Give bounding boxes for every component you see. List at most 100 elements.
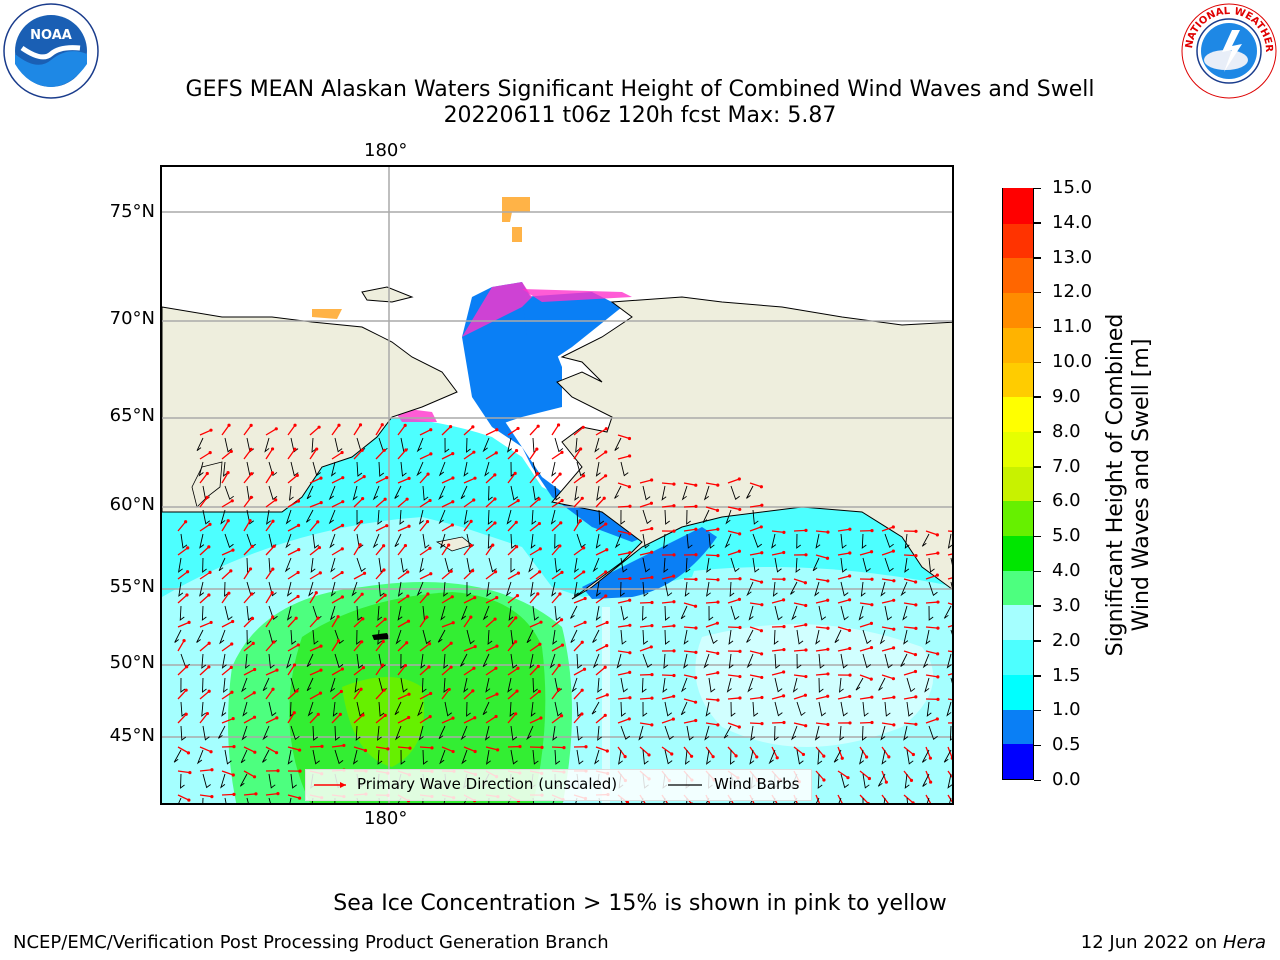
wind-barb: [685, 557, 691, 573]
wind-barb: [661, 485, 667, 501]
wave-direction-arrowhead: [295, 473, 299, 478]
wind-barb: [554, 605, 561, 621]
wave-direction-arrow: [177, 640, 185, 652]
wind-barb: [703, 485, 710, 501]
wind-barb: [440, 605, 446, 621]
wave-direction-arrow: [243, 692, 255, 700]
wind-barb: [377, 629, 383, 645]
wind-barb: [395, 725, 402, 741]
wave-direction-arrow: [793, 578, 806, 584]
wave-direction-arrowhead: [804, 724, 808, 728]
wave-direction-arrowhead: [342, 743, 346, 748]
wave-direction-arrow: [375, 689, 385, 700]
wave-direction-arrowhead: [672, 553, 676, 557]
wind-barb: [443, 581, 449, 597]
wave-direction-arrowhead: [473, 716, 477, 720]
wind-barb: [486, 749, 491, 765]
wave-direction-arrowhead: [341, 476, 345, 480]
wave-direction-arrow: [331, 744, 344, 748]
wind-barb: [178, 797, 182, 803]
wind-barb: [594, 749, 600, 765]
wave-direction-arrow: [331, 640, 340, 652]
wave-direction-arrow: [331, 668, 343, 676]
wave-direction-arrow: [463, 645, 476, 652]
wave-direction-arrowhead: [270, 471, 275, 475]
wave-direction-arrowhead: [514, 712, 518, 716]
dateline-seam: [602, 607, 610, 803]
wave-direction-arrow: [463, 545, 472, 556]
colorbar-tick-label: 13.0: [1052, 246, 1093, 268]
wave-direction-arrow: [529, 523, 540, 532]
wave-direction-arrow: [815, 695, 828, 700]
wind-barb: [796, 533, 802, 549]
wind-barb: [463, 797, 468, 803]
colorbar-tick-label: 14.0: [1052, 211, 1093, 233]
wave-direction-arrow: [397, 571, 409, 580]
wind-barb: [311, 797, 314, 803]
wave-direction-arrow: [177, 621, 190, 628]
wind-barb: [620, 581, 625, 597]
wind-barb: [729, 797, 732, 803]
wave-direction-arrow: [287, 571, 299, 580]
wind-barb: [443, 653, 449, 669]
wave-direction-arrowhead: [494, 714, 498, 719]
wind-barb: [947, 773, 952, 789]
wind-barb: [752, 701, 759, 717]
wave-direction-arrowhead: [716, 651, 720, 655]
wind-barb: [839, 725, 845, 741]
wave-direction-arrow: [221, 570, 232, 580]
wave-direction-arrowhead: [583, 596, 587, 601]
wind-barb: [576, 725, 583, 741]
wind-barb: [642, 557, 651, 573]
wave-direction-arrowhead: [251, 641, 255, 645]
wave-direction-arrow: [309, 692, 321, 700]
wave-direction-arrowhead: [318, 691, 323, 695]
wave-direction-arrowhead: [760, 652, 764, 656]
wave-direction-arrow: [705, 528, 718, 532]
wind-barb: [506, 509, 512, 525]
wave-direction-arrowhead: [447, 687, 451, 692]
wind-barb: [312, 461, 321, 477]
wind-barb: [487, 509, 493, 525]
wind-barb: [928, 725, 938, 740]
wave-direction-arrow: [309, 426, 320, 436]
wave-direction-arrowhead: [909, 778, 914, 783]
wave-direction-arrow: [903, 554, 917, 557]
wave-direction-arrowhead: [317, 545, 322, 550]
wave-direction-arrowhead: [689, 754, 694, 758]
wind-barb: [532, 677, 538, 693]
wave-direction-arrowhead: [935, 573, 939, 577]
wave-direction-arrowhead: [230, 499, 234, 503]
wave-direction-arrowhead: [801, 752, 806, 757]
wind-barb: [855, 677, 864, 691]
wave-direction-arrowhead: [493, 521, 497, 525]
wave-direction-arrowhead: [716, 554, 720, 558]
wave-direction-arrowhead: [846, 776, 850, 780]
wave-direction-arrow: [859, 551, 872, 556]
wave-direction-arrow: [639, 722, 652, 726]
lon-label-top: 180°: [364, 140, 408, 161]
wave-direction-arrowhead: [738, 674, 742, 679]
wave-direction-arrow: [419, 499, 431, 508]
wave-direction-arrow: [705, 672, 718, 676]
wind-barb: [222, 461, 228, 477]
wave-direction-arrowhead: [560, 498, 564, 503]
wave-direction-arrowhead: [358, 543, 362, 547]
wind-barb: [290, 461, 299, 477]
colorbar-tick-mark: [1034, 187, 1041, 189]
wave-direction-arrowhead: [602, 496, 606, 500]
wave-direction-arrowhead: [650, 478, 654, 482]
wave-direction-arrow: [397, 642, 408, 652]
wave-direction-arrowhead: [274, 751, 279, 755]
wave-direction-arrowhead: [493, 570, 498, 574]
wave-direction-arrowhead: [760, 722, 764, 726]
wave-direction-arrowhead: [292, 663, 297, 667]
wave-direction-arrow: [639, 646, 652, 652]
wave-direction-arrowhead: [428, 714, 432, 719]
wave-direction-arrow: [507, 521, 517, 532]
wave-direction-arrowhead: [249, 472, 254, 476]
wave-direction-arrowhead: [184, 688, 188, 692]
wave-direction-arrow: [617, 718, 630, 724]
wave-direction-arrow: [419, 643, 430, 652]
wind-barb: [772, 581, 778, 597]
